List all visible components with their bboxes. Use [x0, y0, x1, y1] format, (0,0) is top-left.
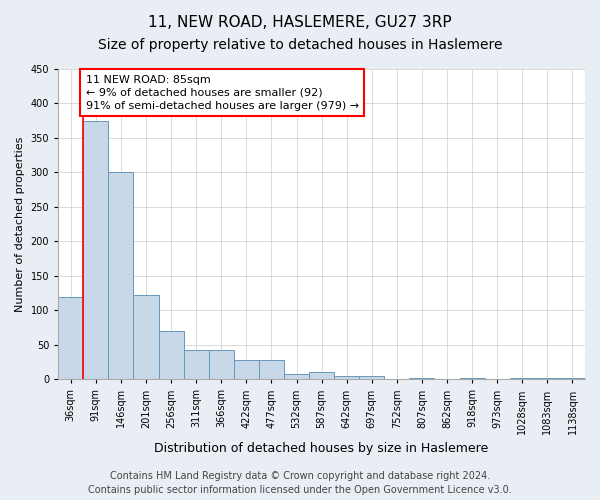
- Y-axis label: Number of detached properties: Number of detached properties: [15, 136, 25, 312]
- Text: 11 NEW ROAD: 85sqm
← 9% of detached houses are smaller (92)
91% of semi-detached: 11 NEW ROAD: 85sqm ← 9% of detached hous…: [86, 74, 359, 111]
- Bar: [184, 350, 209, 380]
- Bar: [560, 378, 585, 380]
- Text: 11, NEW ROAD, HASLEMERE, GU27 3RP: 11, NEW ROAD, HASLEMERE, GU27 3RP: [148, 15, 452, 30]
- Bar: [109, 172, 133, 380]
- Bar: [58, 296, 83, 380]
- Bar: [334, 376, 359, 380]
- Bar: [234, 360, 259, 380]
- Bar: [309, 372, 334, 380]
- Bar: [510, 378, 535, 380]
- Bar: [158, 331, 184, 380]
- Bar: [460, 378, 485, 380]
- Bar: [359, 376, 385, 380]
- Bar: [83, 120, 109, 380]
- Bar: [209, 350, 234, 380]
- Bar: [259, 360, 284, 380]
- Bar: [409, 378, 434, 380]
- X-axis label: Distribution of detached houses by size in Haslemere: Distribution of detached houses by size …: [154, 442, 489, 455]
- Bar: [535, 378, 560, 380]
- Bar: [133, 295, 158, 380]
- Bar: [284, 374, 309, 380]
- Text: Contains HM Land Registry data © Crown copyright and database right 2024.
Contai: Contains HM Land Registry data © Crown c…: [88, 471, 512, 495]
- Text: Size of property relative to detached houses in Haslemere: Size of property relative to detached ho…: [98, 38, 502, 52]
